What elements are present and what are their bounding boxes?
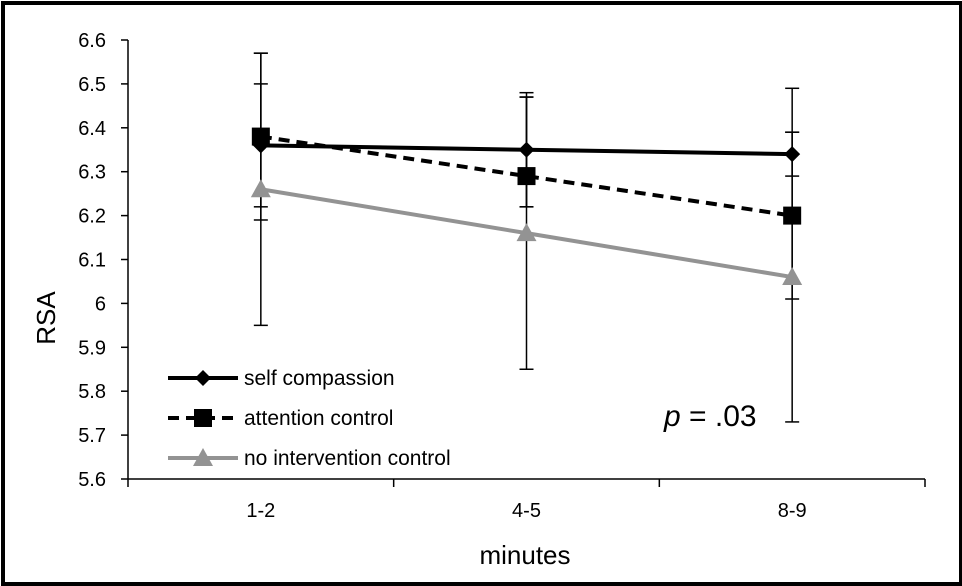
series-0-point xyxy=(518,141,535,158)
axes: 5.6 5.7 5.8 5.9 6 6.1 6.2 6.3 6.4 6.5 6.6 1-2 4-5 8-9 xyxy=(78,30,926,522)
y-tick-label: 6.6 xyxy=(78,30,106,52)
legend-marker-1 xyxy=(194,409,212,427)
legend-label-0: self compassion xyxy=(244,367,395,390)
y-tick-label: 6 xyxy=(95,293,106,315)
legend-label-2: no intervention control xyxy=(244,447,451,470)
y-tick-label: 5.9 xyxy=(78,337,106,359)
y-tick-label: 6.3 xyxy=(78,162,106,184)
legend-label-1: attention control xyxy=(244,407,393,430)
y-tick-label: 6.5 xyxy=(78,74,106,96)
series-1-point xyxy=(251,127,270,146)
y-tick-label: 5.6 xyxy=(78,469,106,491)
x-tick-label: 8-9 xyxy=(778,500,807,522)
y-tick-label: 5.7 xyxy=(78,425,106,447)
series-1-point xyxy=(783,206,802,225)
y-tick-label: 5.8 xyxy=(78,381,106,403)
legend-marker-0 xyxy=(195,370,211,386)
series-2-point xyxy=(250,179,271,198)
x-axis-title: minutes xyxy=(479,540,570,570)
y-tick-label: 6.2 xyxy=(78,206,106,228)
series-group xyxy=(250,127,803,286)
series-2-point xyxy=(516,223,537,242)
p-value-text: = .03 xyxy=(681,400,757,433)
series-0-point xyxy=(784,146,801,163)
p-value-symbol: p xyxy=(663,400,681,433)
series-1-point xyxy=(517,167,536,186)
legend: self compassion attention control no inter… xyxy=(168,367,451,470)
y-tick-label: 6.4 xyxy=(78,118,106,140)
y-tick-label: 6.1 xyxy=(78,250,106,272)
p-value-annotation: p = .03 xyxy=(663,400,757,433)
x-tick-label: 4-5 xyxy=(512,500,541,522)
x-tick-label: 1-2 xyxy=(246,500,275,522)
legend-marker-2 xyxy=(193,448,213,466)
y-axis-title: RSA xyxy=(31,291,61,345)
series-2-point xyxy=(782,267,803,286)
